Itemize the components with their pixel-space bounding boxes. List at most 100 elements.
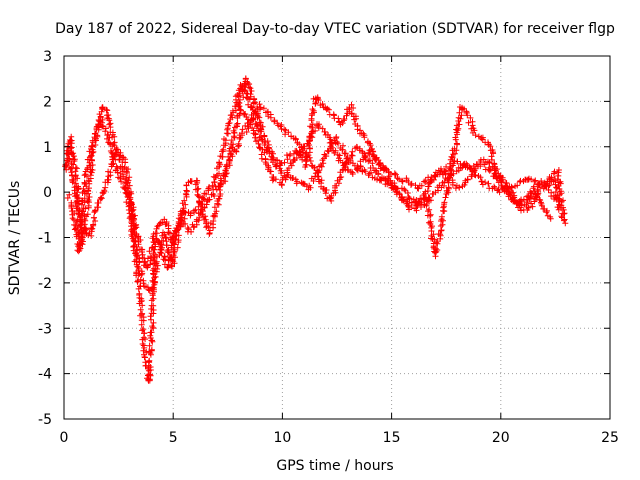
data-point-markers xyxy=(86,200,102,239)
data-point-markers xyxy=(242,75,258,103)
data-point-markers xyxy=(402,196,415,213)
y-tick-label: 0 xyxy=(43,185,52,201)
data-point-markers xyxy=(75,172,90,255)
data-point-markers xyxy=(412,199,425,214)
data-point-markers xyxy=(231,132,245,155)
chart-title: Day 187 of 2022, Sidereal Day-to-day VTE… xyxy=(55,21,615,37)
data-layer xyxy=(62,75,569,384)
data-point-markers xyxy=(88,117,102,150)
data-point-markers xyxy=(244,116,259,138)
y-axis-label: SDTVAR / TECUs xyxy=(7,181,23,296)
data-point-markers xyxy=(175,182,190,229)
data-point-markers xyxy=(331,147,346,166)
data-point-markers xyxy=(152,219,166,237)
data-point-markers xyxy=(82,145,96,178)
data-point-markers xyxy=(146,260,161,294)
data-point-markers xyxy=(262,155,277,181)
data-point-markers xyxy=(252,134,269,163)
data-point-markers xyxy=(418,180,432,203)
data-point-markers xyxy=(318,180,334,202)
data-point-markers xyxy=(258,128,275,155)
data-point-markers xyxy=(298,179,310,190)
data-point-markers xyxy=(97,116,112,139)
y-tick-label: 1 xyxy=(43,140,52,156)
data-point-markers xyxy=(548,189,563,208)
data-point-markers xyxy=(278,162,295,189)
data-point-markers xyxy=(327,177,342,204)
data-point-markers xyxy=(359,167,373,177)
data-point-markers xyxy=(524,175,539,184)
data-point-markers xyxy=(122,185,137,240)
data-point-markers xyxy=(221,109,237,142)
tick-layer: 0 5 10 15 20 25 -5 -4 -3 -2 -1 0 1 2 3 xyxy=(38,49,619,446)
data-point-markers xyxy=(481,161,494,174)
data-point-markers xyxy=(375,157,390,174)
data-point-markers xyxy=(371,167,383,182)
data-point-markers xyxy=(188,214,203,235)
x-tick-label: 15 xyxy=(383,430,401,446)
data-point-markers xyxy=(444,177,460,189)
data-point-markers xyxy=(187,203,202,219)
y-tick-label: -5 xyxy=(38,412,52,428)
data-point-markers xyxy=(112,167,128,191)
data-point-markers xyxy=(205,173,219,194)
data-point-markers xyxy=(250,99,266,133)
data-point-markers xyxy=(235,101,250,121)
data-point-markers xyxy=(94,176,111,206)
data-point-markers xyxy=(530,180,543,192)
data-point-markers xyxy=(204,186,220,204)
data-point-markers xyxy=(346,101,361,130)
y-tick-label: 2 xyxy=(43,94,52,110)
series-satellite-track-2 xyxy=(63,101,569,384)
data-point-markers xyxy=(546,168,558,182)
data-point-markers xyxy=(399,175,412,185)
data-point-markers xyxy=(330,111,343,126)
data-point-markers xyxy=(541,206,554,222)
data-point-markers xyxy=(489,183,502,194)
data-point-markers xyxy=(69,172,81,201)
x-tick-label: 25 xyxy=(601,430,619,446)
x-tick-label: 0 xyxy=(60,430,69,446)
data-point-markers xyxy=(185,178,195,186)
data-point-markers xyxy=(116,153,129,183)
data-point-markers xyxy=(391,170,402,183)
data-point-markers xyxy=(104,134,121,172)
data-point-markers xyxy=(340,161,354,175)
data-point-markers xyxy=(256,101,271,116)
data-point-markers xyxy=(265,111,281,127)
data-point-markers xyxy=(427,167,442,186)
data-point-markers xyxy=(216,165,230,202)
data-point-markers xyxy=(277,152,291,169)
data-point-markers xyxy=(479,179,493,192)
data-point-markers xyxy=(289,175,301,187)
data-point-markers xyxy=(312,94,326,109)
data-point-markers xyxy=(315,121,328,135)
x-tick-label: 20 xyxy=(492,430,510,446)
data-point-markers xyxy=(129,235,147,284)
y-tick-label: -3 xyxy=(38,321,52,337)
data-point-markers xyxy=(518,204,532,214)
grid-layer xyxy=(64,56,610,419)
y-tick-label: -2 xyxy=(38,276,52,292)
data-point-markers xyxy=(393,188,406,204)
data-point-markers xyxy=(357,149,372,169)
y-tick-label: -1 xyxy=(38,231,52,247)
data-point-markers xyxy=(471,161,484,174)
data-point-markers xyxy=(415,177,429,192)
data-point-markers xyxy=(365,169,380,183)
data-point-markers xyxy=(169,223,184,270)
data-point-markers xyxy=(309,163,325,185)
data-point-markers xyxy=(451,105,465,152)
data-point-markers xyxy=(223,123,240,168)
y-tick-label: 3 xyxy=(43,49,52,65)
data-point-markers xyxy=(199,208,213,234)
data-point-markers xyxy=(463,110,478,134)
series-satellite-track-4 xyxy=(235,101,554,222)
data-point-markers xyxy=(479,134,492,148)
data-point-markers xyxy=(296,140,311,155)
data-point-markers xyxy=(320,104,333,118)
data-point-markers xyxy=(153,232,169,265)
data-point-markers xyxy=(305,173,321,193)
